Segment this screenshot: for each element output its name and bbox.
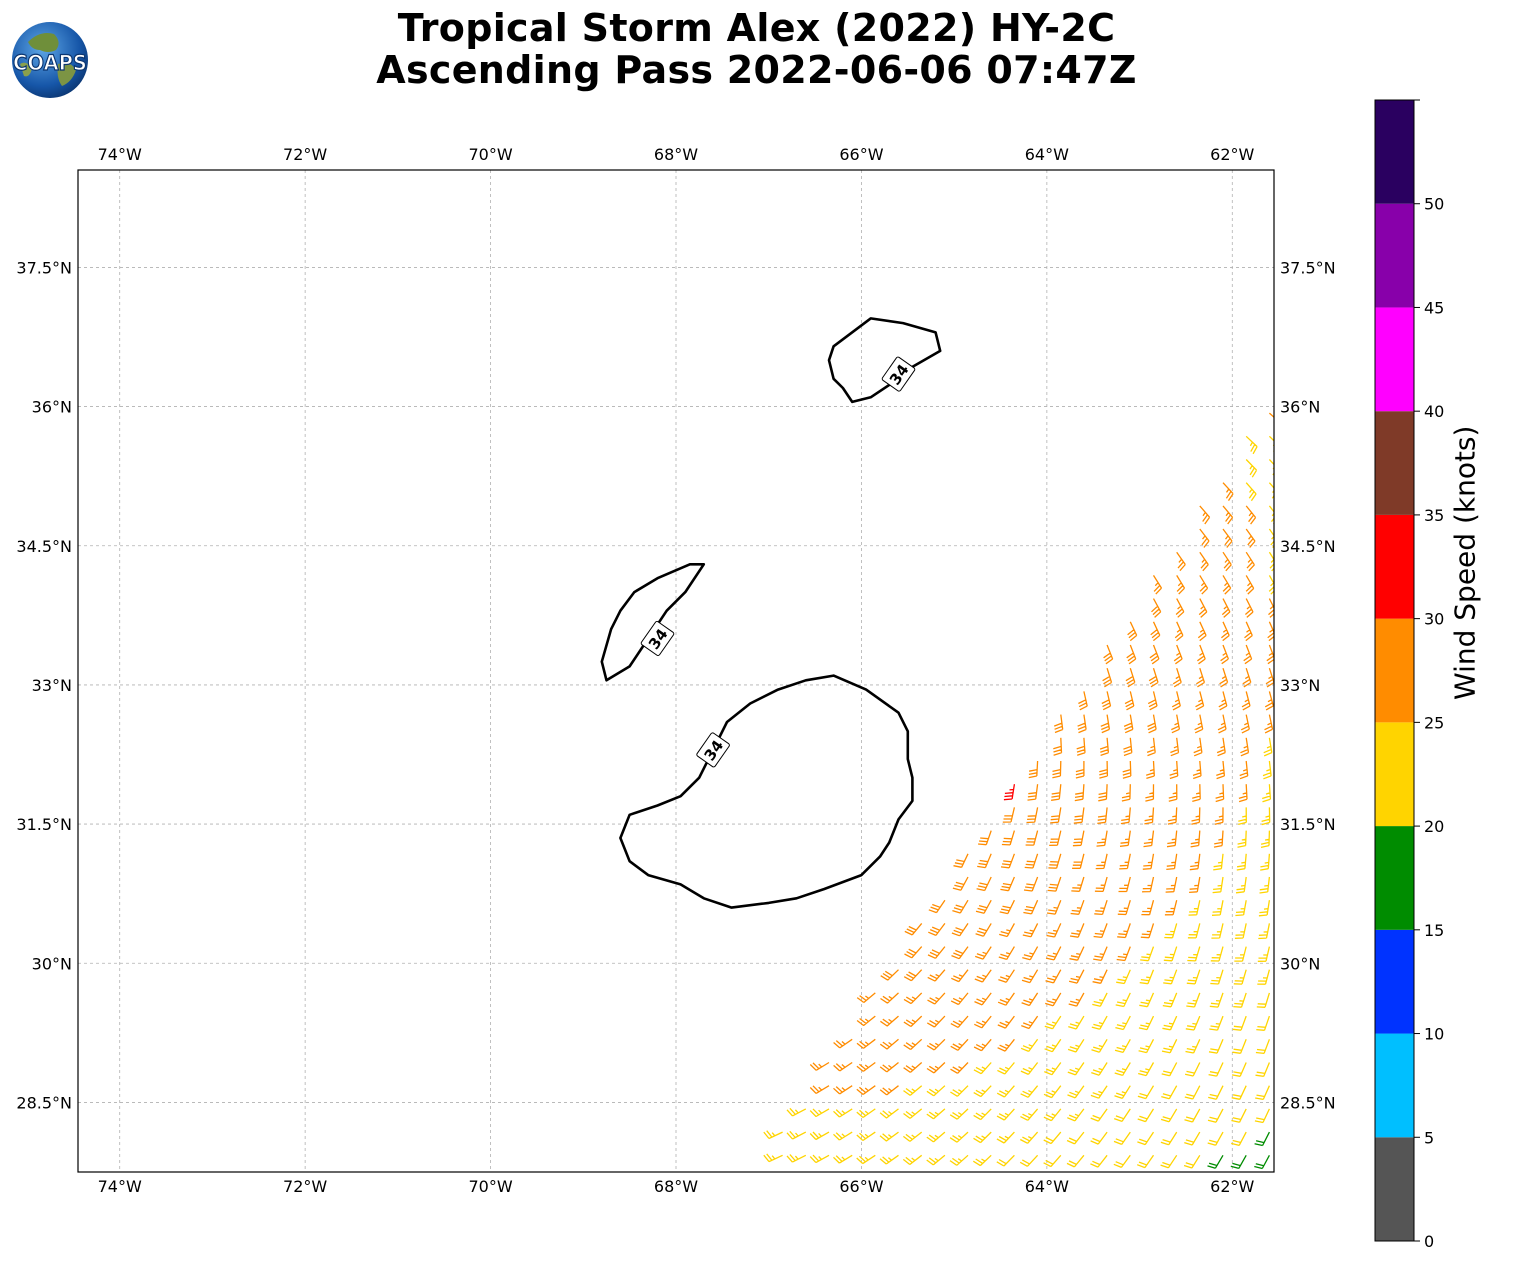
colorbar-bin — [1375, 100, 1414, 204]
lon-tick-label-top: 72°W — [283, 145, 327, 164]
wind-speed-colorbar: 0 5 10 15 20 25 30 35 40 45 50 — [1374, 99, 1444, 1251]
map-gridlines — [78, 170, 1274, 1172]
wind-barb-group — [763, 435, 1274, 1169]
lat-tick-label-left: 36°N — [32, 398, 72, 417]
colorbar-tick-label: 0 — [1424, 1232, 1434, 1251]
lon-tick-label-top: 62°W — [1210, 145, 1254, 164]
colorbar-tick-label: 35 — [1424, 506, 1444, 525]
colorbar-tick-label: 15 — [1424, 921, 1444, 940]
lon-tick-label-top: 64°W — [1025, 145, 1069, 164]
lon-tick-label-bottom: 74°W — [98, 1177, 142, 1196]
contour-34kt — [619, 674, 914, 909]
lat-tick-label-right: 30°N — [1280, 954, 1320, 973]
globe-icon — [12, 22, 88, 98]
lat-tick-label-left: 37.5°N — [16, 258, 72, 277]
colorbar-tick-label: 40 — [1424, 402, 1444, 421]
map-title-line-1: Tropical Storm Alex (2022) HY-2C — [397, 6, 1116, 50]
lat-tick-label-left: 28.5°N — [16, 1093, 72, 1112]
colorbar-bin — [1375, 307, 1414, 412]
lat-tick-label-left: 33°N — [32, 676, 72, 695]
colorbar-bin — [1375, 514, 1414, 619]
lon-tick-label-top: 74°W — [98, 145, 142, 164]
map-axis-labels: 74°W 74°W 72°W 72°W 70°W 70°W 68°W 68°W 66°W 66°W… — [16, 145, 1335, 1196]
contour-label: 34 — [640, 621, 675, 656]
colorbar-frame — [1374, 99, 1415, 1242]
colorbar-tick-label: 10 — [1424, 1025, 1444, 1044]
colorbar-tick-label: 30 — [1424, 610, 1444, 629]
wind-barb-group — [1003, 784, 1016, 801]
colorbar-label: Wind Speed (knots) — [1448, 425, 1482, 700]
colorbar-bin — [1375, 722, 1414, 827]
lat-tick-label-right: 36°N — [1280, 398, 1320, 417]
colorbar-tick-label: 45 — [1424, 298, 1444, 317]
map-title-line-2: Ascending Pass 2022-06-06 07:47Z — [376, 48, 1137, 92]
wind-barb-group — [1207, 1131, 1270, 1170]
lat-tick-label-right: 33°N — [1280, 676, 1320, 695]
lon-tick-label-bottom: 62°W — [1210, 1177, 1254, 1196]
lon-tick-label-bottom: 64°W — [1025, 1177, 1069, 1196]
map-frame — [77, 169, 1275, 1173]
lat-tick-label-right: 37.5°N — [1280, 258, 1336, 277]
colorbar-tick-label: 20 — [1424, 817, 1444, 836]
contour-34kt — [600, 563, 706, 682]
colorbar-bin — [1375, 826, 1414, 930]
colorbar-tick-label: 5 — [1424, 1128, 1434, 1147]
contour-34kt — [827, 317, 942, 404]
lon-tick-label-top: 66°W — [839, 145, 883, 164]
lon-tick-label-bottom: 68°W — [654, 1177, 698, 1196]
lon-tick-label-top: 68°W — [654, 145, 698, 164]
lat-tick-label-left: 30°N — [32, 954, 72, 973]
lon-tick-label-bottom: 70°W — [468, 1177, 512, 1196]
lon-tick-label-top: 70°W — [468, 145, 512, 164]
colorbar-bin — [1375, 203, 1414, 308]
colorbar-tick-label: 50 — [1424, 195, 1444, 214]
logo-text: COAPS — [13, 51, 87, 75]
lat-tick-label-right: 34.5°N — [1280, 537, 1336, 556]
colorbar-bin — [1375, 1033, 1414, 1138]
lat-tick-label-left: 34.5°N — [16, 537, 72, 556]
colorbar-bin — [1375, 1137, 1414, 1241]
colorbar-bin — [1375, 929, 1414, 1034]
coaps-logo: COAPS — [12, 22, 88, 98]
lon-tick-label-bottom: 72°W — [283, 1177, 327, 1196]
contour-label: 34 — [696, 732, 730, 768]
wind-barb-group — [809, 412, 1274, 1096]
lon-tick-label-bottom: 66°W — [839, 1177, 883, 1196]
colorbar-bin — [1375, 411, 1414, 515]
colorbar-bin — [1375, 618, 1414, 723]
lat-tick-label-right: 28.5°N — [1280, 1093, 1336, 1112]
colorbar-tick-label: 25 — [1424, 713, 1444, 732]
lat-tick-label-right: 31.5°N — [1280, 815, 1336, 834]
lat-tick-label-left: 31.5°N — [16, 815, 72, 834]
wind-barbs — [763, 412, 1274, 1170]
